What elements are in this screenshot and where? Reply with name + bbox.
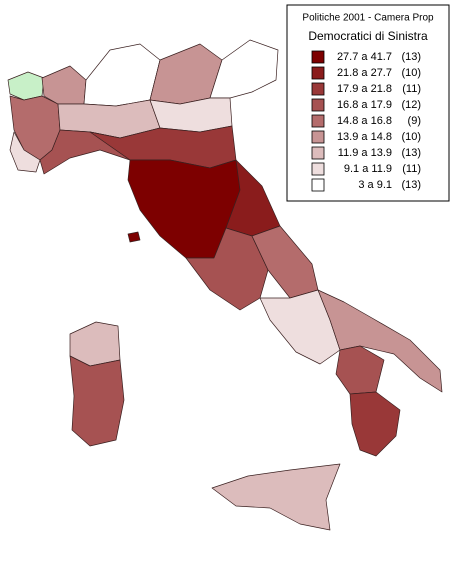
legend-rows: 27.7 a 41.7 (13) 21.8 a 27.7 (10) 17.9 a 21.…	[311, 50, 421, 192]
legend-count: (10)	[401, 67, 421, 79]
legend-swatch	[311, 114, 325, 128]
region	[211, 463, 341, 531]
legend-count: (9)	[408, 115, 421, 127]
legend-range: 21.8 a 27.7	[337, 67, 392, 79]
region	[127, 231, 141, 243]
region	[349, 391, 401, 457]
legend-range: 16.8 a 17.9	[337, 99, 392, 111]
legend-range: 3 a 9.1	[358, 179, 392, 191]
legend-title: Politiche 2001 - Camera Prop	[302, 13, 434, 24]
legend-swatch	[311, 50, 325, 64]
legend-subtitle: Democratici di Sinistra	[308, 29, 428, 43]
legend-count: (13)	[401, 147, 421, 159]
legend-count: (10)	[401, 131, 421, 143]
legend-swatch	[311, 82, 325, 96]
legend-swatch	[311, 178, 325, 192]
legend-swatch	[311, 146, 325, 160]
legend-range: 13.9 a 14.8	[337, 131, 392, 143]
legend-range: 9.1 a 11.9	[344, 163, 392, 175]
legend-swatch	[311, 130, 325, 144]
legend-count: (11)	[402, 163, 421, 175]
italy-map	[7, 39, 443, 531]
region	[149, 97, 233, 133]
region	[41, 65, 87, 105]
region	[69, 355, 125, 447]
legend-swatch	[311, 98, 325, 112]
legend-range: 27.7 a 41.7	[337, 51, 392, 63]
legend-swatch	[311, 162, 325, 176]
region	[209, 39, 279, 99]
legend-count: (12)	[401, 99, 421, 111]
legend-range: 17.9 a 21.8	[337, 83, 392, 95]
legend-count: (11)	[402, 83, 421, 95]
region	[83, 43, 161, 107]
legend-range: 11.9 a 13.9	[338, 147, 392, 159]
region	[335, 345, 385, 395]
region	[9, 131, 41, 173]
legend-swatch	[311, 66, 325, 80]
region	[7, 71, 45, 101]
legend-range: 14.8 a 16.8	[337, 115, 392, 127]
region	[317, 289, 443, 393]
legend-count: (13)	[401, 51, 421, 63]
legend-count: (13)	[401, 179, 421, 191]
